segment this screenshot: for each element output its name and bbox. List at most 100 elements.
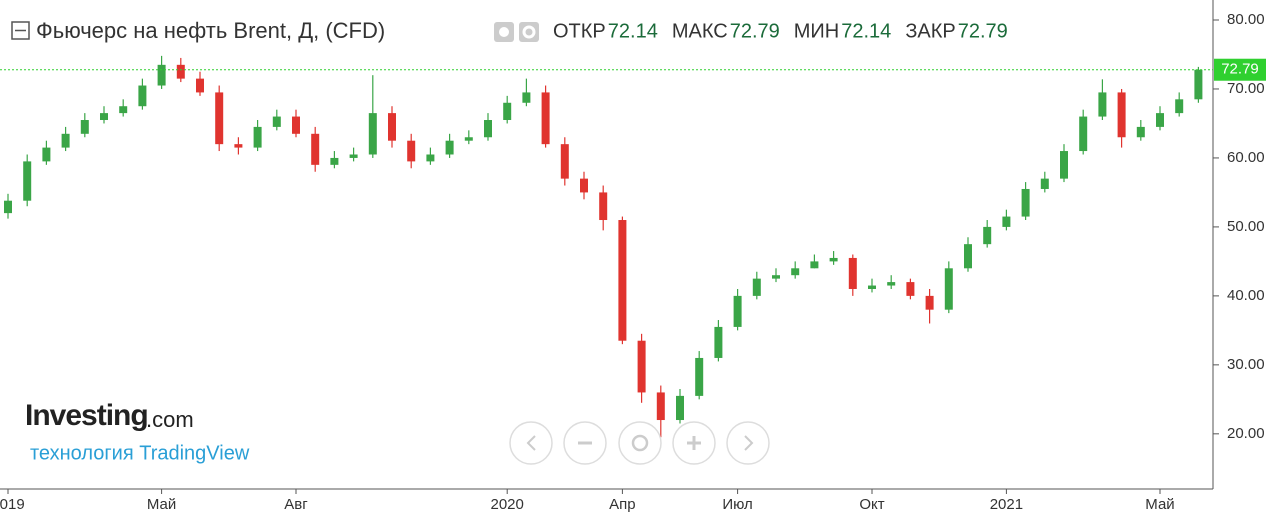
candle-body	[426, 154, 435, 162]
candle-body	[407, 140, 416, 162]
candle-body	[272, 116, 281, 127]
logo-tagline: технология TradingView	[30, 442, 250, 464]
candle-body	[695, 357, 704, 396]
x-tick-label: Июл	[722, 496, 752, 513]
candle-body	[676, 395, 684, 421]
candle-body	[176, 64, 185, 79]
last-price-label: 72.79	[1221, 61, 1259, 78]
candle-body	[637, 340, 646, 393]
candle-body	[560, 144, 569, 179]
candle-body	[752, 278, 761, 296]
candle-body	[522, 92, 531, 103]
logo-brand: Investing	[25, 399, 148, 432]
y-tick-label: 50.00	[1227, 218, 1265, 235]
settings-icon-gear	[522, 25, 536, 39]
candle-body	[714, 326, 723, 358]
candle-body	[61, 133, 70, 148]
left-arrow-icon	[526, 435, 536, 451]
settings-icon[interactable]	[519, 22, 539, 42]
candle-body	[311, 133, 320, 165]
candle-body	[330, 157, 339, 165]
chart-title: Фьючерс на нефть Brent, Д, (CFD)	[36, 18, 385, 43]
ohlc-label: ОТКР	[553, 20, 606, 42]
scroll-right-button[interactable]	[726, 421, 770, 465]
candle-body	[1194, 69, 1203, 100]
candle-body	[196, 78, 204, 93]
reset-icon	[631, 434, 649, 452]
x-tick-label: 2019	[0, 496, 25, 513]
reset-button[interactable]	[618, 421, 662, 465]
candle-body	[138, 85, 147, 107]
candle-body	[791, 268, 800, 276]
candle-body	[1040, 178, 1049, 189]
x-tick-label: 2021	[990, 496, 1023, 513]
candle-body	[1175, 99, 1184, 114]
y-tick-label: 20.00	[1227, 425, 1265, 442]
scroll-left-button[interactable]	[509, 421, 553, 465]
candle-body	[868, 285, 876, 289]
candle-body	[234, 144, 243, 148]
candle-body	[983, 226, 992, 245]
ohlc-label: МАКС	[672, 20, 728, 42]
candle-body	[1156, 113, 1164, 127]
right-arrow-icon	[744, 435, 754, 451]
x-tick-label: Авг	[284, 496, 308, 513]
y-tick-label: 60.00	[1227, 149, 1265, 166]
candle-body	[772, 275, 780, 279]
eye-icon-pupil	[499, 27, 509, 37]
candle-body	[599, 192, 608, 221]
candle-body	[1060, 151, 1068, 179]
candle-body	[810, 261, 819, 269]
candle-body	[733, 295, 742, 327]
candle-body	[80, 120, 89, 134]
candle-body	[1021, 188, 1030, 217]
candle-body	[464, 137, 473, 141]
collapse-icon[interactable]	[11, 21, 30, 40]
y-tick-label: 70.00	[1227, 80, 1265, 97]
candle-body	[848, 257, 857, 289]
candle-body	[253, 126, 262, 148]
y-tick-label: 40.00	[1227, 287, 1265, 304]
candle-body	[656, 392, 665, 421]
candle-body	[964, 244, 972, 269]
candle-body	[1136, 126, 1145, 138]
candle-body	[368, 113, 377, 155]
candle-body	[1079, 116, 1088, 152]
candle-body	[925, 295, 934, 310]
ohlc-value: 72.14	[841, 20, 891, 42]
ohlc-value: 72.79	[730, 20, 780, 42]
ohlc-label: МИН	[794, 20, 839, 42]
candle-body	[119, 106, 128, 114]
candle-body	[1098, 92, 1107, 117]
plus-icon	[687, 436, 701, 450]
y-tick-label: 80.00	[1227, 11, 1265, 28]
x-tick-label: 2020	[491, 496, 524, 513]
candle-body	[944, 268, 953, 310]
x-tick-label: Апр	[609, 496, 635, 513]
candle-body	[1117, 92, 1126, 138]
ohlc-label: ЗАКР	[905, 20, 955, 42]
ohlc-value: 72.79	[958, 20, 1008, 42]
candle-body	[157, 64, 166, 86]
ohlc-legend: ОТКР 72.14 МАКС 72.79 МИН 72.14 ЗАКР 72.79	[553, 20, 1008, 42]
nav-buttons	[509, 421, 770, 465]
candle-body	[829, 257, 838, 262]
candle-body	[580, 178, 588, 193]
candle-body	[349, 154, 358, 158]
candle-body	[100, 113, 108, 121]
candle-body	[503, 102, 512, 121]
candle-body	[1002, 216, 1011, 227]
logo-suffix: .com	[146, 407, 194, 432]
candle-body	[484, 120, 492, 138]
x-tick-label: Окт	[859, 496, 884, 513]
candle-body	[4, 200, 12, 214]
candle-body	[292, 116, 300, 134]
candle-body	[445, 140, 454, 155]
candle-body	[541, 92, 550, 145]
candle-body	[42, 147, 51, 162]
candle-body	[23, 161, 32, 201]
candle-body	[215, 92, 224, 145]
ohlc-value: 72.14	[608, 20, 658, 42]
